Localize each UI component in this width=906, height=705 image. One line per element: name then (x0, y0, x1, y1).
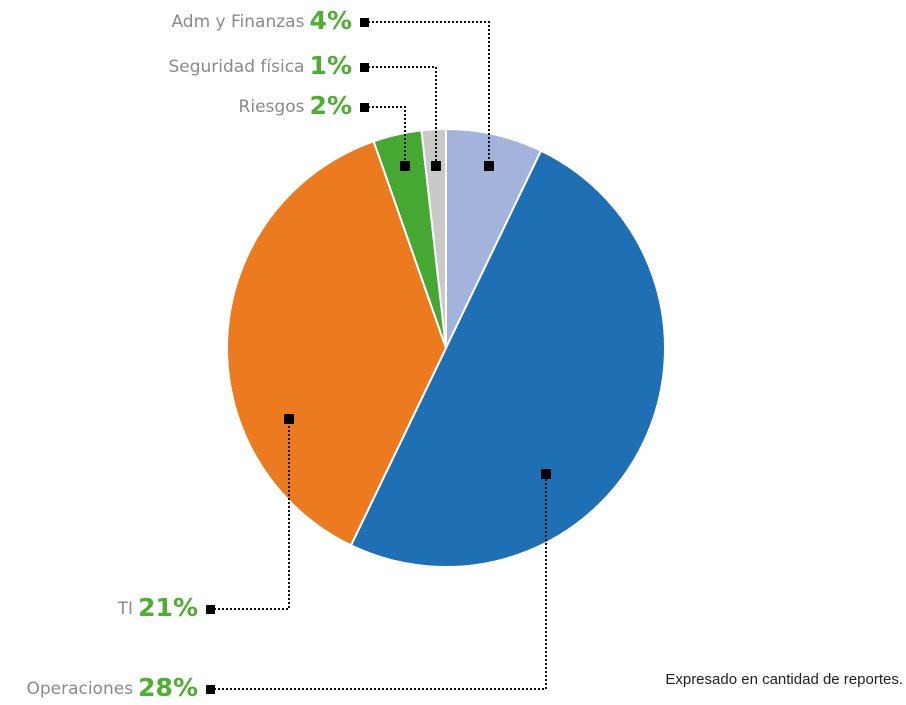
label-marker (360, 18, 369, 27)
footnote: Expresado en cantidad de reportes. (665, 671, 903, 688)
label-marker (360, 103, 369, 112)
category-name: Adm y Finanzas (171, 12, 304, 32)
slice-label: Adm y Finanzas 4% (171, 6, 352, 35)
value-label: 28% (138, 673, 198, 702)
slice-label: Operaciones 28% (26, 673, 198, 702)
pie-slice (349, 149, 666, 568)
category-name: Seguridad física (168, 57, 304, 77)
category-name: TI (117, 599, 133, 619)
label-marker (206, 605, 215, 614)
leader-line (364, 106, 406, 166)
pie-slice (226, 140, 448, 547)
category-name: Riesgos (239, 97, 305, 117)
value-label: 2% (310, 91, 352, 120)
slice-marker (541, 469, 551, 479)
slice-label: Seguridad física 1% (168, 51, 352, 80)
leader-line (364, 21, 490, 166)
leader-line (210, 419, 290, 610)
leader-line (210, 474, 547, 690)
value-label: 1% (310, 51, 352, 80)
category-name: Operaciones (26, 679, 133, 699)
slice-marker (484, 161, 494, 171)
pie-slice (420, 127, 447, 349)
slice-marker (431, 161, 441, 171)
value-label: 21% (138, 593, 198, 622)
value-label: 4% (310, 6, 352, 35)
slice-marker (400, 161, 410, 171)
label-marker (360, 63, 369, 72)
slice-label: Riesgos 2% (239, 91, 352, 120)
leader-line (364, 66, 437, 166)
slice-label: TI 21% (117, 593, 198, 622)
label-marker (206, 685, 215, 694)
slice-marker (284, 414, 294, 424)
